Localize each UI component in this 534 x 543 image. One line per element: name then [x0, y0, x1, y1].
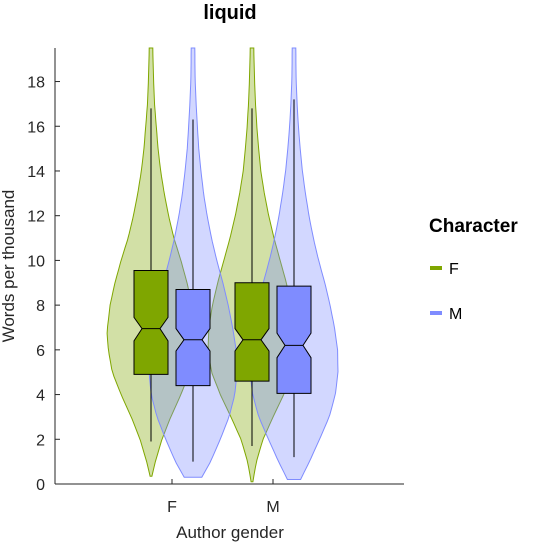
y-ticks: 0 2 4 6 8 10 12 14 16 18: [27, 75, 60, 494]
legend-label-f: F: [449, 261, 459, 278]
box-f-f: [133, 270, 169, 375]
box-m-m: [276, 285, 312, 394]
y-tick-label: 0: [36, 477, 45, 494]
y-tick-label: 4: [36, 388, 45, 405]
legend-title: Character: [429, 216, 518, 237]
legend-label-m: M: [449, 306, 462, 323]
y-tick-label: 16: [27, 119, 45, 136]
y-axis-label: Words per thousand: [0, 190, 18, 343]
y-tick-label: 18: [27, 75, 45, 92]
y-tick-label: 8: [36, 298, 45, 315]
box-f-m: [234, 282, 270, 382]
y-tick-label: 12: [27, 209, 45, 226]
x-tick-label: M: [266, 499, 279, 516]
box-m-f: [175, 289, 211, 387]
plot-area: [106, 47, 339, 483]
x-tick-label: F: [167, 499, 177, 516]
y-tick-label: 14: [27, 164, 45, 181]
x-axis-label: Author gender: [176, 523, 284, 542]
chart-title: liquid: [203, 2, 256, 24]
y-tick-label: 10: [27, 253, 45, 270]
legend: Character F M: [429, 216, 518, 323]
y-tick-label: 2: [36, 432, 45, 449]
y-tick-label: 6: [36, 343, 45, 360]
